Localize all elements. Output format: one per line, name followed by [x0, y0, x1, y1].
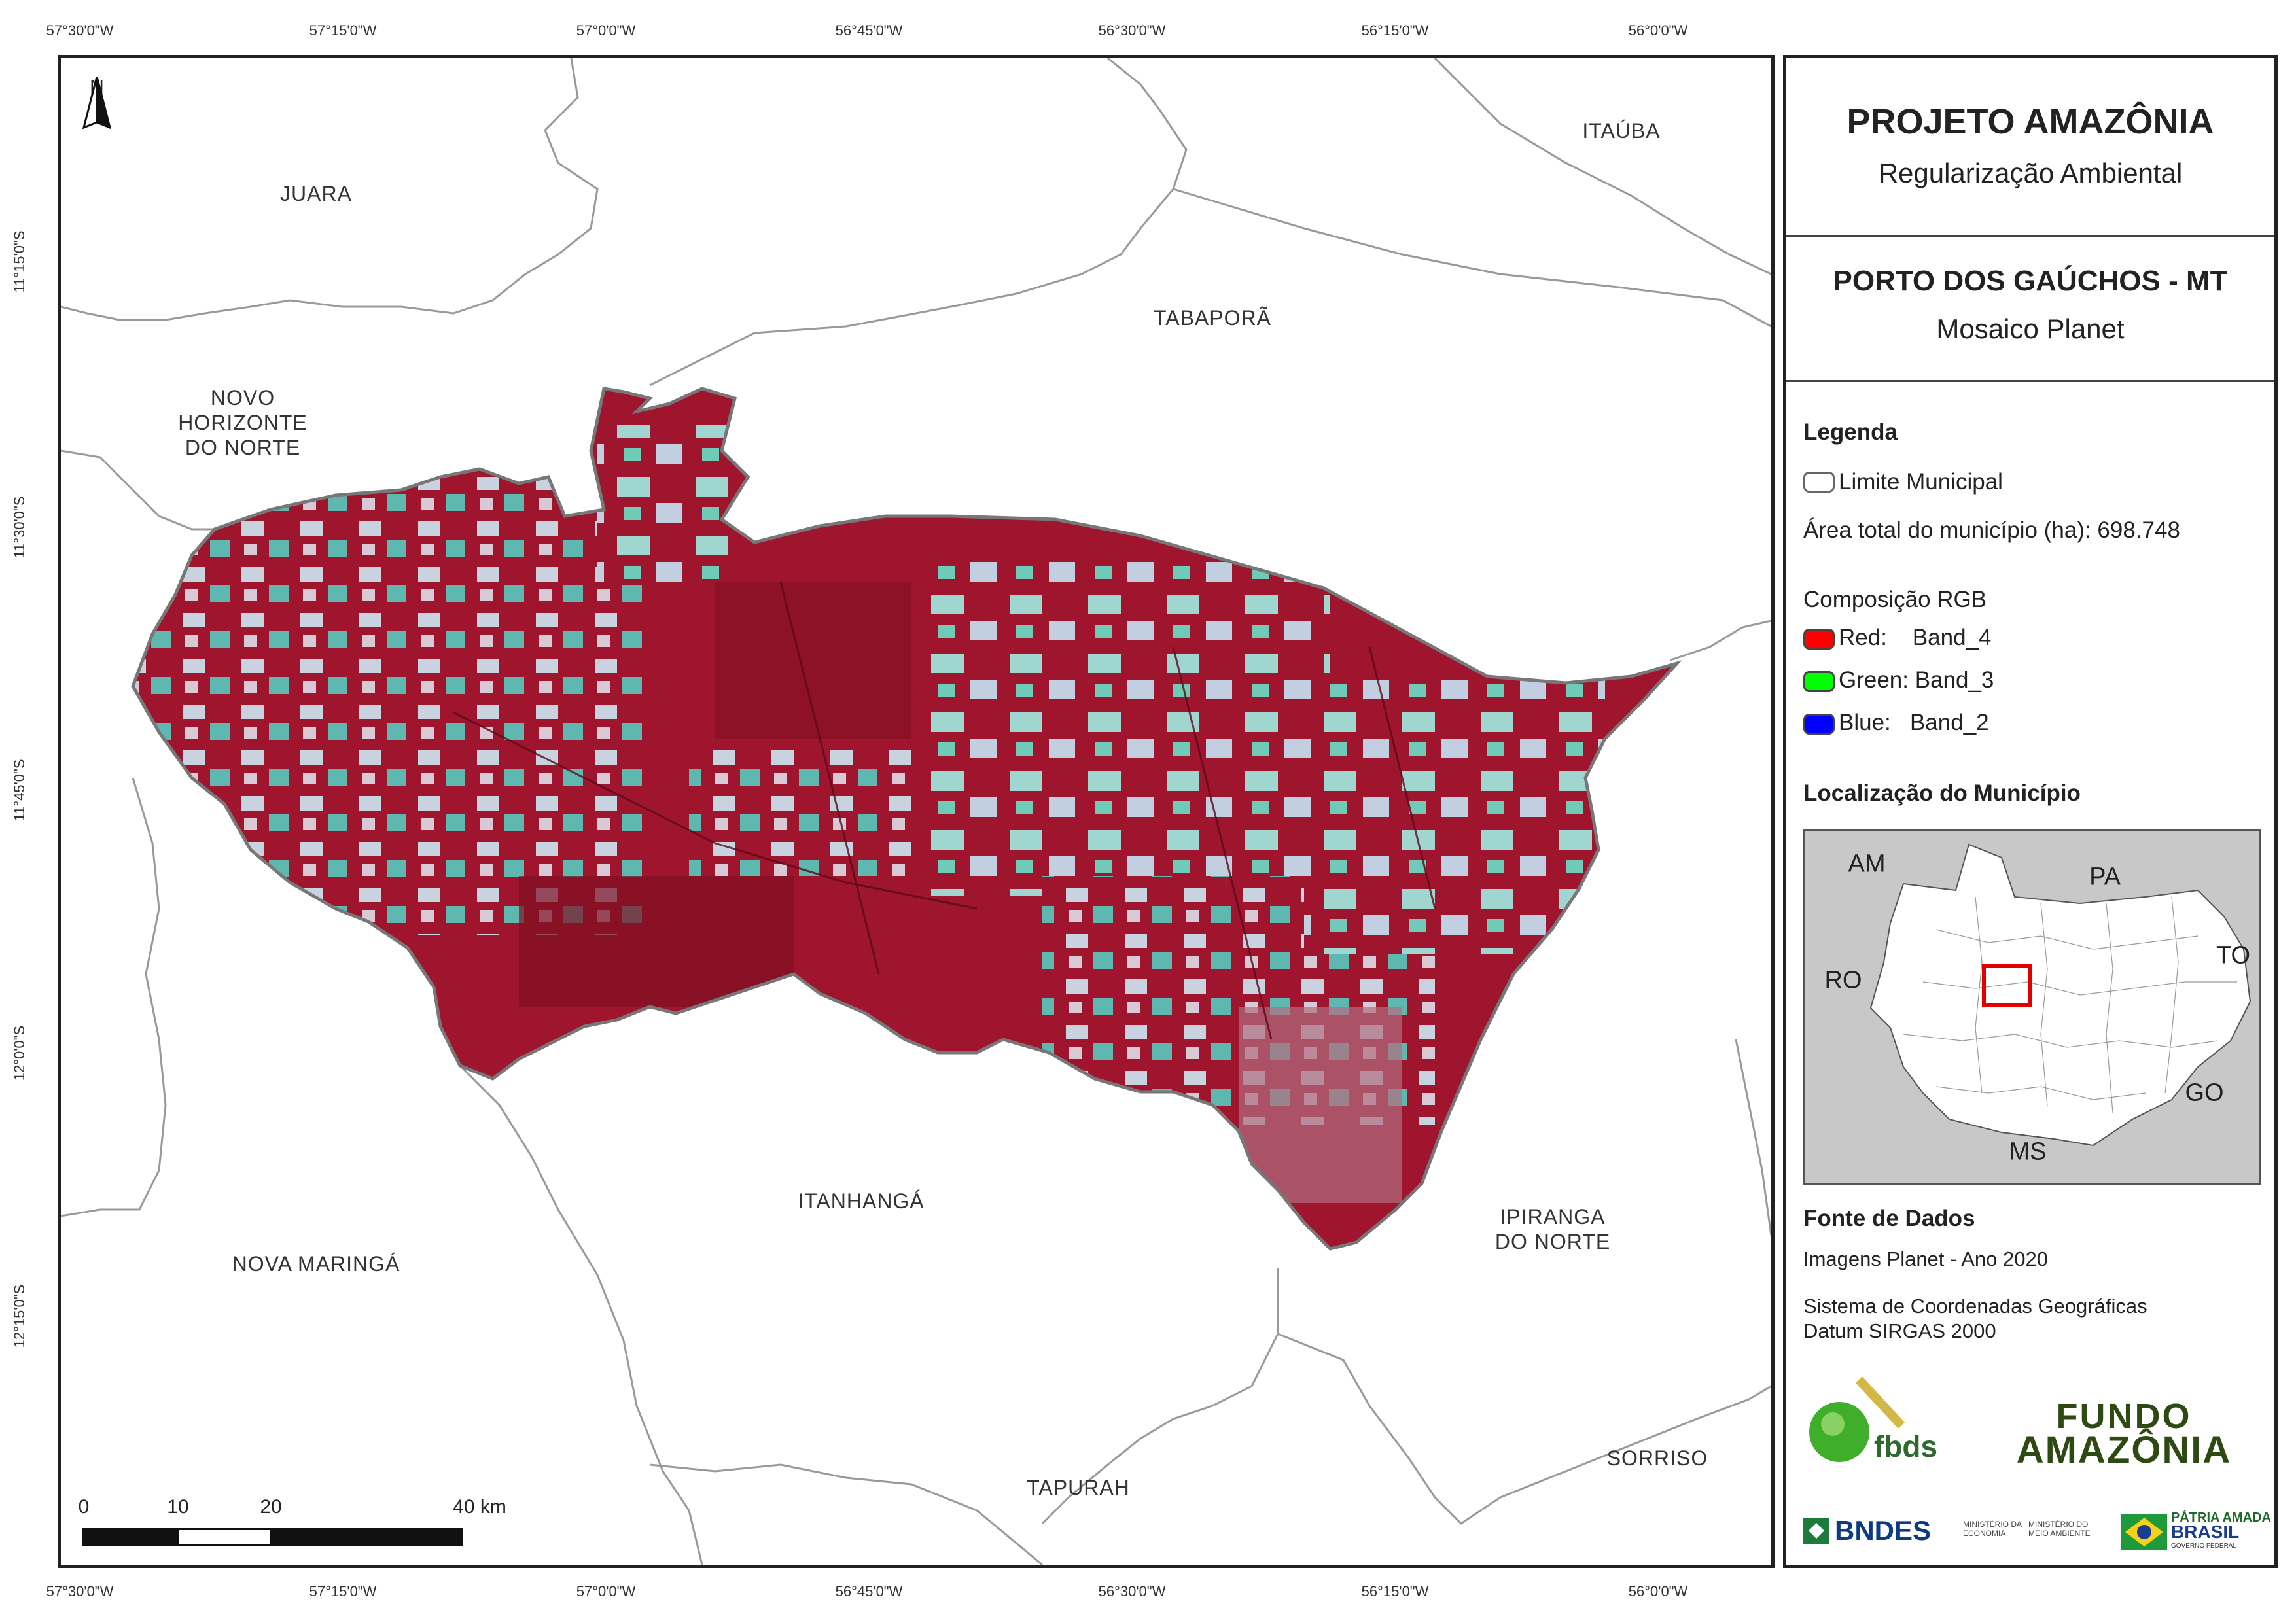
- source-heading: Fonte de Dados: [1803, 1206, 1975, 1231]
- ministerio-meio-ambiente: MINISTÉRIO DO MEIO AMBIENTE: [2028, 1520, 2091, 1538]
- label-nova-maringa: NOVA MARINGÁ: [232, 1252, 400, 1276]
- coord-top-6: 56°15'0"W: [1361, 22, 1429, 39]
- green-band-label: Green: Band_3: [1839, 667, 1994, 693]
- brazil-flag-icon: [2121, 1514, 2167, 1550]
- label-sorriso: SORRISO: [1606, 1446, 1708, 1470]
- label-tabapora: TABAPORÃ: [1154, 306, 1271, 330]
- coord-bottom-6: 56°15'0"W: [1361, 1583, 1429, 1599]
- inset-label-pa: PA: [2089, 863, 2121, 891]
- coord-bottom-2: 57°15'0"W: [309, 1583, 377, 1599]
- governo-text: GOVERNO FEDERAL: [2171, 1543, 2237, 1550]
- coord-top-2: 57°15'0"W: [309, 22, 377, 39]
- coord-top-3: 57°0'0"W: [576, 22, 636, 39]
- label-tapurah: TAPURAH: [1027, 1476, 1130, 1499]
- ministerio-economia: MINISTÉRIO DA ECONOMIA: [1963, 1520, 2022, 1538]
- coord-bottom-7: 56°0'0"W: [1628, 1583, 1688, 1599]
- map-canvas: [61, 58, 1771, 1565]
- label-ipiranga: IPIRANGA DO NORTE: [1494, 1205, 1611, 1253]
- inset-label-to: TO: [2216, 941, 2251, 969]
- legend-heading: Legenda: [1803, 419, 1898, 445]
- source-line-3: Datum SIRGAS 2000: [1803, 1319, 1996, 1342]
- fbds-logo-icon: [1809, 1376, 1905, 1462]
- inset-label-ro: RO: [1824, 966, 1862, 994]
- coord-top-7: 56°0'0"W: [1628, 22, 1688, 39]
- fundo-text: FUNDO: [2056, 1397, 2192, 1436]
- scale-bar-graphic: [82, 1528, 463, 1546]
- patria-text: PÁTRIA AMADA: [2171, 1510, 2271, 1525]
- coord-bottom-3: 57°0'0"W: [576, 1583, 636, 1599]
- label-itauba: ITAÚBA: [1582, 119, 1661, 143]
- coord-bottom-5: 56°30'0"W: [1098, 1583, 1166, 1599]
- coord-left-2: 11°30'0"S: [11, 496, 27, 559]
- porto-dos-gauchos-mosaic: [133, 389, 1677, 1249]
- coord-left-1: 11°15'0"S: [11, 230, 27, 293]
- governo-federal-logo: PÁTRIA AMADA BRASIL GOVERNO FEDERAL: [2121, 1510, 2271, 1554]
- coord-left-3: 11°45'0"S: [11, 759, 27, 822]
- bndes-text: BNDES: [1835, 1515, 1932, 1546]
- coord-top-4: 56°45'0"W: [835, 22, 903, 39]
- location-heading: Localização do Município: [1803, 780, 2081, 806]
- green-band-swatch: [1803, 671, 1835, 692]
- coord-left-4: 12°0'0"S: [11, 1025, 27, 1081]
- coord-top-5: 56°30'0"W: [1098, 22, 1166, 39]
- coord-left-5: 12°15'0"S: [11, 1284, 27, 1348]
- coord-bottom-1: 57°30'0"W: [46, 1583, 114, 1599]
- map-title: PORTO DOS GAÚCHOS - MT: [1833, 265, 2228, 297]
- label-novo-horizonte: NOVO HORIZONTE DO NORTE: [178, 386, 308, 459]
- legend-area-label: Área total do município (ha): 698.748: [1803, 517, 2180, 543]
- red-band-swatch: [1803, 629, 1835, 650]
- blue-band-swatch: [1803, 714, 1835, 735]
- bndes-icon: [1803, 1518, 1829, 1544]
- info-panel: PROJETO AMAZÔNIA Regularização Ambiental…: [1783, 55, 2278, 1568]
- brasil-text: BRASIL: [2171, 1522, 2240, 1542]
- red-band-label: Red: Band_4: [1839, 625, 1992, 650]
- scale-label-40: 40 km: [453, 1496, 506, 1518]
- scale-label-10: 10: [167, 1496, 189, 1518]
- project-title: PROJETO AMAZÔNIA: [1846, 102, 2214, 141]
- map-subtitle: Mosaico Planet: [1936, 313, 2125, 344]
- project-subtitle: Regularização Ambiental: [1878, 158, 2183, 188]
- scale-label-20: 20: [260, 1496, 282, 1518]
- amazonia-text: AMAZÔNIA: [2016, 1429, 2232, 1471]
- municipality-highlight: [1982, 964, 2032, 1007]
- scale-bar-segment: [179, 1530, 270, 1544]
- legend-limit-label: Limite Municipal: [1839, 469, 2003, 495]
- inset-label-go: GO: [2185, 1079, 2224, 1107]
- fbds-logo: fbds: [1803, 1373, 1960, 1465]
- label-juara: JUARA: [280, 182, 352, 205]
- location-inset-map[interactable]: AM PA TO RO GO MS: [1803, 829, 2261, 1185]
- municipal-boundaries: [61, 58, 1771, 1565]
- scale-label-0: 0: [78, 1496, 90, 1518]
- mato-grosso-shape: [1869, 843, 2252, 1147]
- source-line-2: Sistema de Coordenadas Geográficas: [1803, 1295, 2147, 1318]
- fbds-text: fbds: [1874, 1429, 1938, 1463]
- map-frame[interactable]: N JUARA ITAÚBA TABAPORÃ NOVO HORIZONTE D…: [58, 55, 1775, 1568]
- divider: [1786, 380, 2274, 382]
- source-line-1: Imagens Planet - Ano 2020: [1803, 1248, 2048, 1270]
- coord-bottom-4: 56°45'0"W: [835, 1583, 903, 1599]
- divider: [1786, 235, 2274, 237]
- bndes-logo: BNDES: [1803, 1514, 1931, 1547]
- inset-label-am: AM: [1848, 850, 1886, 878]
- blue-band-label: Blue: Band_2: [1839, 710, 1989, 735]
- rgb-heading: Composição RGB: [1803, 587, 1987, 612]
- label-itanhanga: ITANHANGÁ: [798, 1189, 925, 1213]
- inset-map-canvas: [1805, 831, 2259, 1183]
- coord-top-1: 57°30'0"W: [46, 22, 114, 39]
- north-arrow: N: [80, 77, 113, 129]
- fundo-amazonia-logo: FUNDO AMAZÔNIA: [1987, 1397, 2261, 1471]
- limit-swatch: [1803, 472, 1835, 493]
- inset-label-ms: MS: [2009, 1138, 2047, 1166]
- north-arrow-icon: [82, 77, 112, 129]
